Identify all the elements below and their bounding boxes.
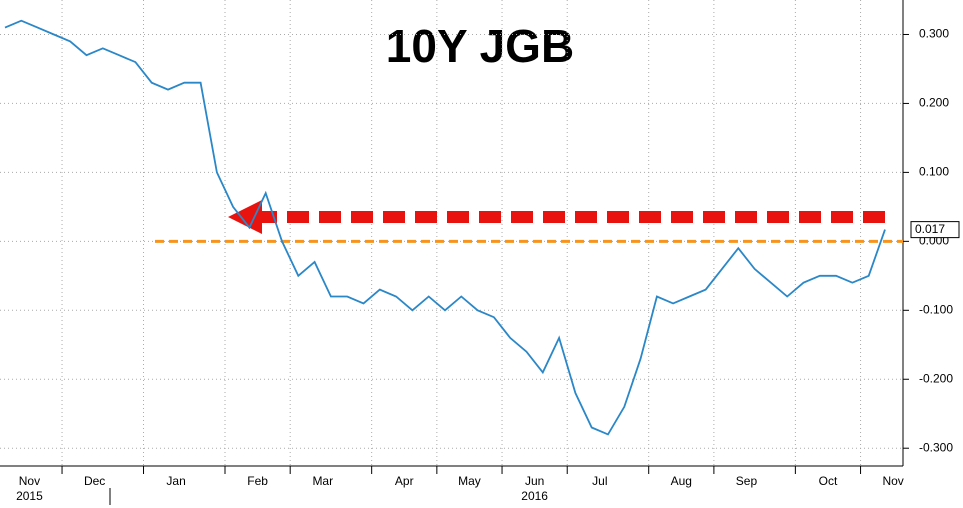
year-label: 2016 — [521, 489, 548, 503]
x-tick-label: Sep — [736, 474, 758, 488]
x-tick-label: Jul — [592, 474, 607, 488]
last-value-label: 0.017 — [915, 222, 945, 236]
x-tick-label: May — [458, 474, 481, 488]
x-tick-label: Mar — [312, 474, 333, 488]
series-line — [4, 19, 886, 436]
y-tick-label: 0.200 — [919, 96, 949, 110]
y-tick-label: -0.200 — [919, 371, 953, 385]
y-tick-label: -0.300 — [919, 440, 953, 454]
x-tick-label: Feb — [247, 474, 268, 488]
y-tick-label: 0.300 — [919, 27, 949, 41]
x-tick-label: Nov — [882, 474, 903, 488]
x-tick-label: Nov — [19, 474, 40, 488]
year-label: 2015 — [16, 489, 43, 503]
y-tick-label: -0.100 — [919, 302, 953, 316]
arrow-head — [228, 200, 262, 234]
x-tick-label: Apr — [395, 474, 414, 488]
x-tick-label: Aug — [671, 474, 692, 488]
last-value-box — [910, 221, 960, 239]
y-tick-label: 0.100 — [919, 165, 949, 179]
x-tick-label: Oct — [819, 474, 838, 488]
x-tick-label: Jan — [166, 474, 185, 488]
chart-title: 10Y JGB — [386, 20, 574, 72]
x-tick-label: Jun — [525, 474, 544, 488]
x-tick-label: Dec — [84, 474, 105, 488]
